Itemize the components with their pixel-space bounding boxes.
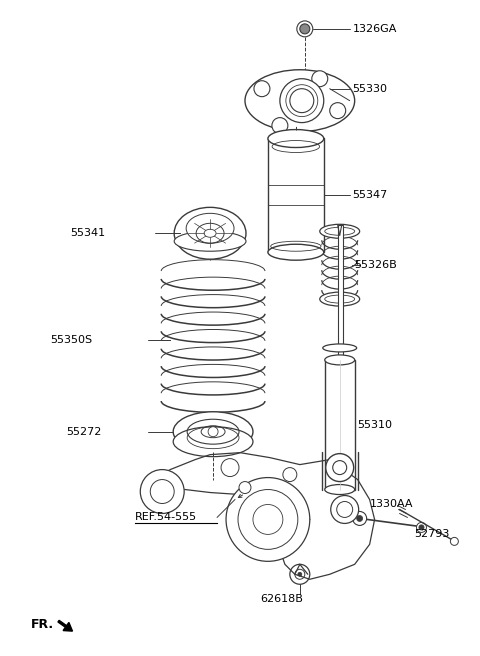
- Circle shape: [312, 71, 328, 87]
- Text: 55350S: 55350S: [50, 335, 93, 345]
- Ellipse shape: [325, 355, 355, 365]
- Ellipse shape: [320, 224, 360, 238]
- Circle shape: [272, 117, 288, 134]
- Text: 55347: 55347: [353, 190, 388, 200]
- Text: REF.54-555: REF.54-555: [135, 512, 197, 522]
- Text: 1330AA: 1330AA: [370, 499, 413, 510]
- Circle shape: [254, 81, 270, 96]
- Circle shape: [290, 89, 314, 113]
- Circle shape: [326, 454, 354, 482]
- Text: 52793: 52793: [415, 529, 450, 539]
- Ellipse shape: [245, 70, 355, 132]
- Ellipse shape: [268, 130, 324, 148]
- Circle shape: [300, 24, 310, 34]
- Circle shape: [280, 79, 324, 123]
- Text: 55272: 55272: [67, 426, 102, 437]
- Circle shape: [290, 564, 310, 584]
- Ellipse shape: [174, 207, 246, 259]
- Circle shape: [283, 468, 297, 482]
- Circle shape: [353, 512, 367, 525]
- Circle shape: [330, 102, 346, 119]
- Circle shape: [221, 459, 239, 476]
- Ellipse shape: [268, 244, 324, 260]
- Ellipse shape: [173, 426, 253, 457]
- Text: 62618B: 62618B: [260, 594, 303, 604]
- Text: FR.: FR.: [31, 618, 54, 630]
- Text: 1326GA: 1326GA: [353, 24, 397, 34]
- Text: 55310: 55310: [358, 420, 393, 430]
- Circle shape: [298, 572, 302, 576]
- Circle shape: [357, 516, 363, 522]
- FancyBboxPatch shape: [268, 138, 324, 252]
- Circle shape: [226, 478, 310, 562]
- Circle shape: [140, 470, 184, 514]
- Ellipse shape: [320, 292, 360, 306]
- Ellipse shape: [325, 485, 355, 495]
- Ellipse shape: [186, 213, 234, 243]
- Circle shape: [417, 522, 426, 533]
- Circle shape: [208, 426, 218, 437]
- Circle shape: [450, 537, 458, 545]
- Ellipse shape: [173, 412, 253, 451]
- Ellipse shape: [174, 232, 246, 251]
- Ellipse shape: [323, 344, 357, 352]
- FancyArrow shape: [58, 621, 72, 631]
- Circle shape: [419, 525, 424, 530]
- Text: 55326B: 55326B: [355, 260, 397, 270]
- Ellipse shape: [331, 495, 359, 523]
- Circle shape: [333, 461, 347, 474]
- Text: 55330: 55330: [353, 84, 388, 94]
- Text: 55341: 55341: [71, 228, 106, 238]
- Circle shape: [239, 482, 251, 493]
- FancyBboxPatch shape: [338, 225, 343, 360]
- FancyBboxPatch shape: [325, 360, 355, 489]
